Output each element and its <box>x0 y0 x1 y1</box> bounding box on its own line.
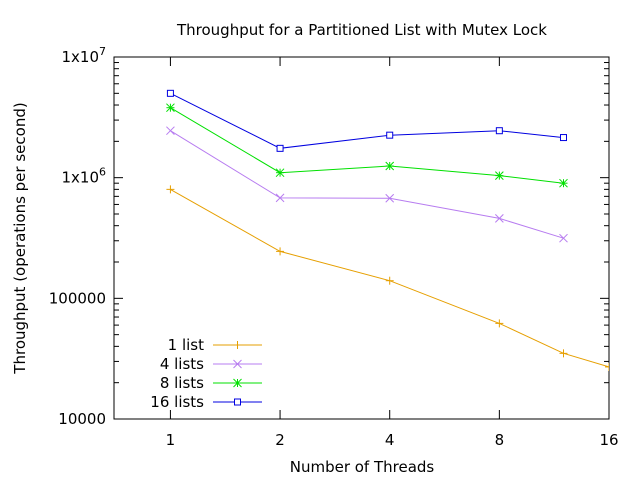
plot-frame <box>113 56 610 420</box>
data-point <box>495 171 504 180</box>
data-point <box>559 178 568 188</box>
data-point <box>276 144 284 152</box>
y-tick-label: 1x106 <box>61 166 106 187</box>
data-point <box>275 168 285 178</box>
y-tick-label: 1x107 <box>61 45 106 66</box>
legend-item: 1 list <box>168 336 262 354</box>
data-point <box>605 362 609 371</box>
x-tick-label: 2 <box>275 431 285 449</box>
data-point <box>166 89 174 97</box>
data-point <box>495 127 503 135</box>
data-point <box>385 193 395 203</box>
legend-label: 4 lists <box>160 355 204 373</box>
data-point <box>385 161 395 171</box>
x-tick-label: 8 <box>495 431 505 449</box>
data-point <box>559 134 567 142</box>
data-point <box>166 126 175 136</box>
x-tick-label: 1 <box>166 431 176 449</box>
y-axis: 10000 100000 1x106 1x107 <box>49 45 609 428</box>
legend-label: 16 lists <box>150 393 204 411</box>
plot-area <box>166 89 609 371</box>
legend-label: 8 lists <box>160 374 204 392</box>
data-point <box>166 103 175 113</box>
x-tick-label: 4 <box>385 431 395 449</box>
series-line <box>170 188 609 368</box>
data-point <box>386 131 394 139</box>
data-point <box>495 319 504 328</box>
x-tick-label: 16 <box>599 431 618 449</box>
series-1-list <box>166 185 609 371</box>
chart-title: Throughput for a Partitioned List with M… <box>176 21 547 39</box>
data-point <box>385 276 394 285</box>
legend-marker <box>233 341 242 349</box>
data-point <box>275 193 285 203</box>
legend-item: 16 lists <box>150 393 262 411</box>
series-8-lists <box>166 103 568 188</box>
x-axis: 1 2 4 8 16 <box>166 57 619 449</box>
data-point <box>559 233 568 243</box>
legend-item: 8 lists <box>160 374 262 392</box>
legend-item: 4 lists <box>160 355 262 373</box>
series-4-lists <box>166 126 568 243</box>
data-point <box>559 349 568 358</box>
y-axis-label: Throughput (operations per second) <box>11 102 29 374</box>
legend-marker <box>233 359 242 369</box>
x-axis-label: Number of Threads <box>290 458 435 476</box>
data-point <box>166 185 175 194</box>
legend-marker <box>233 378 242 388</box>
data-point <box>276 247 285 256</box>
y-tick-label: 100000 <box>49 289 106 307</box>
legend-label: 1 list <box>168 336 204 354</box>
data-point <box>495 214 504 223</box>
plot-border <box>113 56 610 420</box>
legend-marker <box>234 398 241 406</box>
y-tick-label: 10000 <box>58 410 106 428</box>
series-16-lists <box>166 89 567 152</box>
